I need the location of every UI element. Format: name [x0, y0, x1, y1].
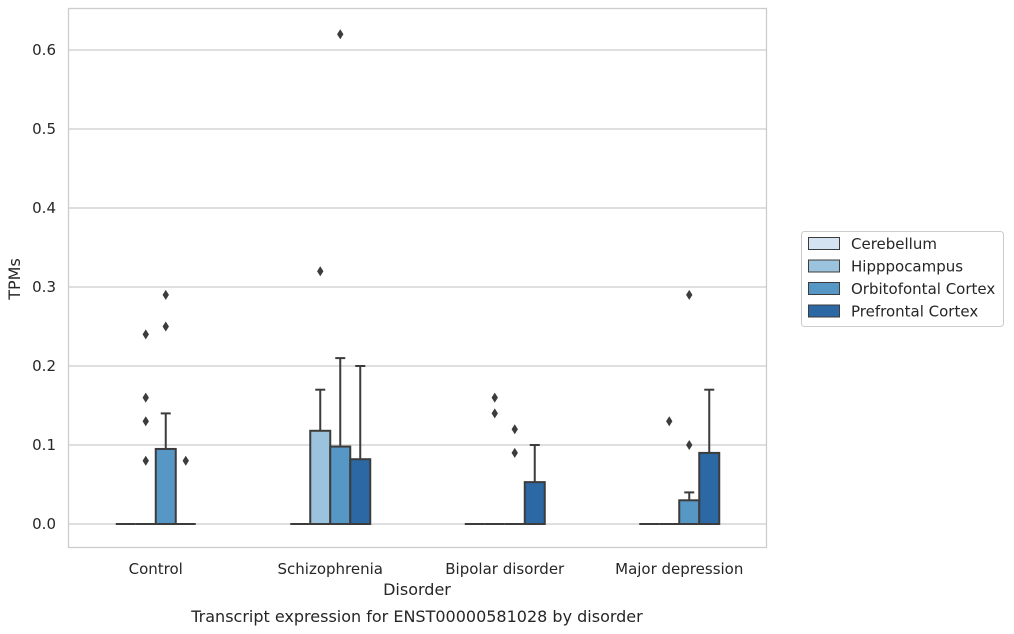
- outlier-point: [511, 447, 518, 458]
- outlier-point: [142, 416, 149, 427]
- grid-lines: [68, 49, 767, 525]
- legend-swatch: [808, 259, 840, 273]
- x-axis-ticks: Control Schizophrenia Bipolar disorder Majo…: [129, 560, 744, 578]
- legend-label: Prefrontal Cortex: [851, 303, 978, 321]
- outlier-point: [182, 455, 189, 466]
- outlier-point: [142, 455, 149, 466]
- legend: Cerebellum Hipppocampus Orbitofontal Corte…: [801, 231, 1004, 327]
- outlier-point: [317, 266, 324, 277]
- outlier-point: [666, 416, 673, 427]
- y-axis-ticks: 0.0 0.1 0.2 0.3 0.4 0.5 0.6: [32, 41, 56, 533]
- box-rect: [309, 429, 332, 525]
- legend-swatch: [808, 304, 840, 318]
- outlier-point: [142, 392, 149, 403]
- box-rect: [698, 451, 721, 525]
- outlier-point: [142, 329, 149, 340]
- y-tick-label: 0.4: [32, 199, 56, 217]
- legend-label: Hipppocampus: [851, 258, 963, 276]
- plot-frame: [67, 7, 768, 549]
- chart-caption: Transcript expression for ENST0000058102…: [190, 607, 643, 626]
- outlier-point: [686, 440, 693, 450]
- y-tick-label: 0.2: [32, 357, 56, 375]
- y-tick-label: 0.6: [32, 41, 56, 59]
- x-tick-label: Control: [129, 560, 183, 578]
- y-tick-label: 0.1: [32, 436, 56, 454]
- y-tick-label: 0.5: [32, 120, 56, 138]
- box-rect: [678, 499, 701, 525]
- y-tick-label: 0.3: [32, 278, 56, 296]
- legend-frame: [801, 231, 1004, 327]
- box-rect: [329, 445, 352, 525]
- y-tick-label: 0.0: [32, 515, 56, 533]
- y-axis-title: TPMs: [5, 258, 24, 301]
- x-axis-title: Disorder: [383, 580, 451, 599]
- legend-label: Orbitofontal Cortex: [851, 280, 995, 298]
- box-rect: [154, 447, 177, 526]
- outlier-point: [162, 289, 169, 300]
- outlier-point: [511, 424, 518, 435]
- x-tick-label: Bipolar disorder: [445, 560, 565, 578]
- legend-swatch: [808, 237, 840, 250]
- outlier-point: [491, 392, 498, 403]
- outlier-point: [686, 289, 693, 300]
- box-rect: [349, 458, 372, 525]
- box-plot-marks: [115, 29, 721, 526]
- outlier-point: [162, 321, 169, 332]
- outlier-point: [337, 29, 344, 40]
- x-tick-label: Schizophrenia: [278, 560, 383, 578]
- outlier-point: [491, 408, 498, 419]
- x-tick-label: Major depression: [615, 560, 743, 578]
- box-rect: [523, 481, 546, 526]
- legend-label: Cerebellum: [851, 235, 937, 253]
- legend-swatch: [808, 282, 840, 295]
